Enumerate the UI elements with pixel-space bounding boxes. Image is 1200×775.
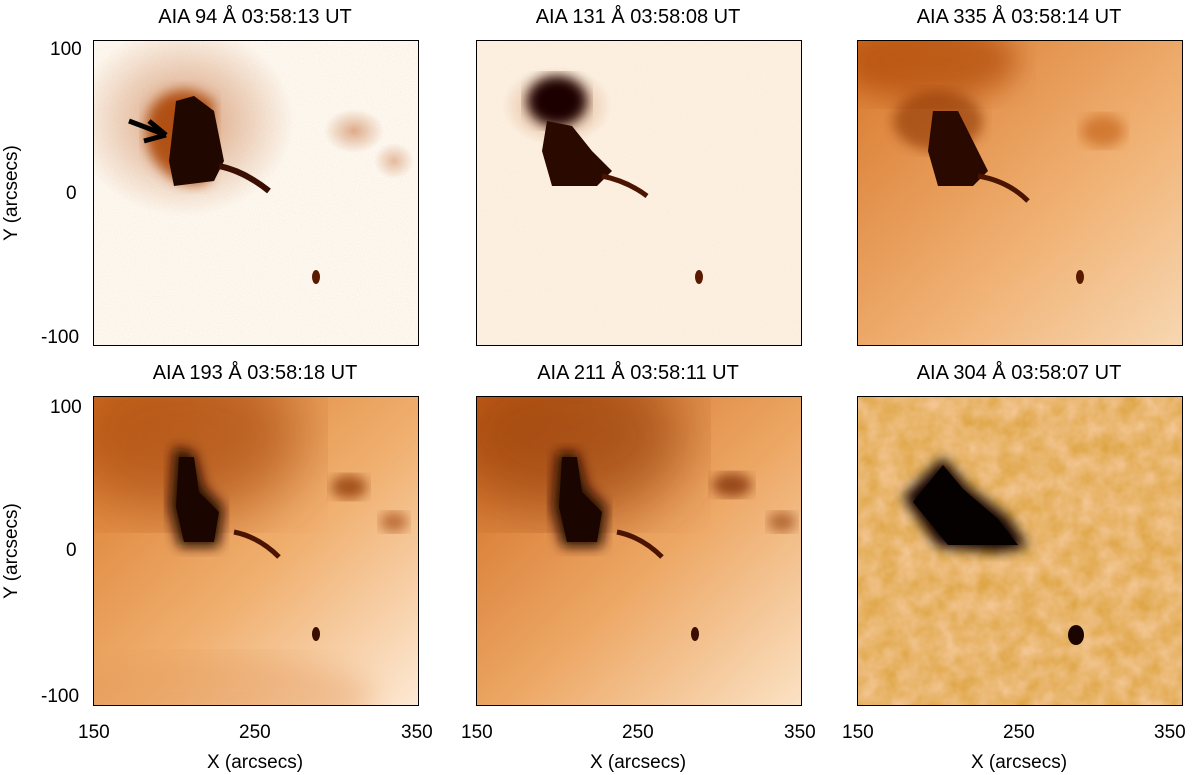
image-panel-94 xyxy=(93,40,419,346)
x-axis-label: X (arcsecs) xyxy=(970,752,1068,773)
panel-title-304: AIA 304 Å 03:58:07 UT xyxy=(916,362,1122,384)
x-tick-label: 350 xyxy=(784,722,816,743)
y-tick-label: 0 xyxy=(66,540,77,561)
y-tick-label: 100 xyxy=(50,397,82,418)
y-tick-label: -100 xyxy=(41,327,80,348)
y-tick-label: 0 xyxy=(66,183,77,204)
panel-title-211: AIA 211 Å 03:58:11 UT xyxy=(537,362,739,384)
x-tick-label: 350 xyxy=(401,722,433,743)
panel-title-94: AIA 94 Å 03:58:13 UT xyxy=(158,6,352,28)
x-tick-label: 150 xyxy=(461,722,493,743)
y-axis-label: Y (arcsecs) xyxy=(1,503,22,599)
arrow-icon xyxy=(128,118,168,144)
x-tick-label: 250 xyxy=(1003,722,1035,743)
x-tick-label: 150 xyxy=(842,722,874,743)
x-tick-label: 250 xyxy=(622,722,654,743)
panel-title-131: AIA 131 Å 03:58:08 UT xyxy=(535,6,741,28)
image-panel-335 xyxy=(857,40,1183,346)
y-tick-label: 100 xyxy=(50,39,82,60)
y-tick-label: -100 xyxy=(41,686,80,707)
image-panel-193 xyxy=(93,396,419,706)
x-tick-label: 250 xyxy=(239,722,271,743)
image-panel-131 xyxy=(476,40,802,346)
panel-title-193: AIA 193 Å 03:58:18 UT xyxy=(152,362,358,384)
image-panel-211 xyxy=(476,396,802,706)
image-panel-304 xyxy=(857,396,1183,706)
y-axis-label: Y (arcsecs) xyxy=(1,145,22,241)
panel-title-335: AIA 335 Å 03:58:14 UT xyxy=(916,6,1122,28)
x-axis-label: X (arcsecs) xyxy=(206,752,304,773)
x-axis-label: X (arcsecs) xyxy=(589,752,687,773)
x-tick-label: 350 xyxy=(1154,722,1186,743)
x-tick-label: 150 xyxy=(78,722,110,743)
